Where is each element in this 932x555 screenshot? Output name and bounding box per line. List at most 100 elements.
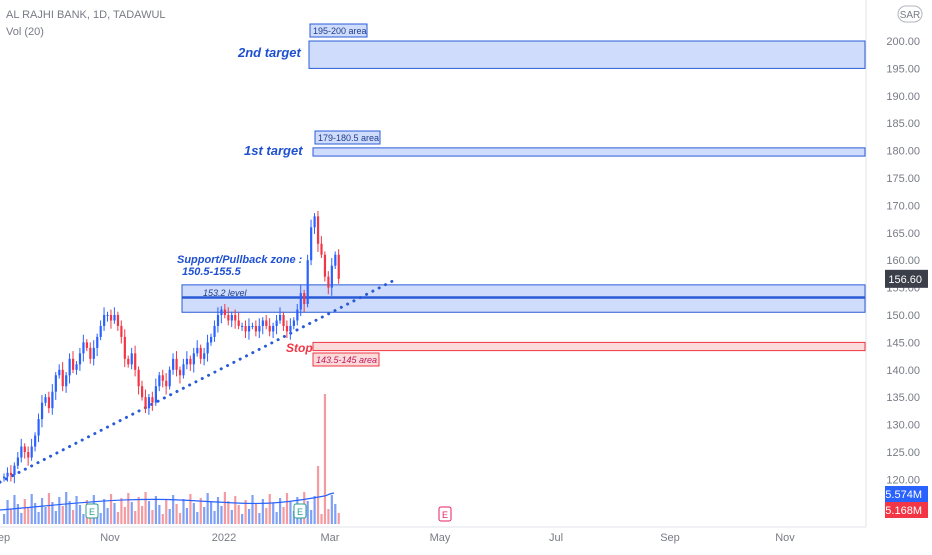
volume-bar (68, 501, 71, 524)
volume-bar (27, 508, 30, 524)
time-tick-label: ep (0, 532, 10, 544)
candle (92, 347, 95, 359)
candle (251, 325, 254, 327)
volume-bar (310, 510, 313, 524)
volume-bar (175, 504, 178, 524)
price-tick-label: 135.00 (886, 392, 920, 404)
candle (75, 364, 78, 370)
price-tick-label: 170.00 (886, 200, 920, 212)
volume-bar (258, 513, 261, 524)
price-tick-label: 160.00 (886, 255, 920, 267)
volume-bar (116, 512, 120, 524)
volume-bar (137, 497, 140, 524)
candle (106, 315, 109, 316)
candle (279, 315, 282, 321)
price-tick-label: 130.00 (886, 420, 920, 432)
volume-bar (265, 508, 268, 524)
current-price-tag (885, 269, 928, 288)
target1-box-label: 179-180.5 area (318, 133, 379, 143)
candle (282, 315, 285, 326)
volume-bar (223, 492, 226, 524)
volume-bar (289, 502, 292, 524)
volume-ma-line (0, 492, 335, 511)
candle (334, 254, 337, 266)
candle (254, 325, 258, 332)
volume-bar (196, 512, 199, 524)
candle (144, 397, 147, 409)
volume-bar (185, 508, 189, 524)
candle (192, 353, 195, 365)
volume-bar (330, 495, 333, 524)
candle (316, 216, 320, 244)
volume-bar (327, 509, 330, 524)
candle (237, 320, 240, 326)
price-tick-label: 120.00 (886, 474, 920, 486)
volume-bar (261, 499, 264, 524)
volume-bar (282, 507, 285, 524)
volume-bar (58, 497, 61, 524)
candle (9, 472, 13, 476)
candle (310, 227, 313, 261)
volume-bar (227, 501, 230, 524)
volume-bar (9, 509, 13, 524)
candle (244, 325, 247, 332)
candle (44, 397, 47, 403)
target2-label: 2nd target (237, 45, 302, 60)
volume-bar (123, 507, 126, 524)
candle (30, 446, 33, 458)
candle (168, 369, 171, 387)
volume-bar (147, 501, 151, 524)
candle (178, 369, 182, 376)
volume-bar (65, 492, 68, 524)
candle (147, 397, 151, 409)
candle (47, 397, 51, 409)
target1-label: 1st target (244, 143, 303, 158)
candle (58, 369, 61, 376)
volume-bar (106, 508, 109, 524)
candle (113, 315, 116, 321)
volume-bar (237, 505, 240, 524)
candle (241, 325, 244, 327)
volume-bar (279, 498, 282, 524)
earnings-marker-future (438, 506, 452, 522)
volume-bar (40, 498, 44, 524)
price-tick-label: 165.00 (886, 228, 920, 240)
volume-bar (313, 496, 316, 524)
candle (27, 452, 30, 458)
volume-bar (178, 513, 182, 524)
candle (6, 472, 9, 477)
volume-bar (3, 514, 6, 524)
support-level-label: 153.2 level (203, 288, 248, 298)
candle (306, 260, 309, 305)
volume-bar (165, 500, 168, 524)
volume-bar (151, 510, 154, 524)
candle (61, 369, 64, 387)
price-tick-label: 175.00 (886, 173, 920, 185)
volume-bar (47, 493, 51, 524)
price-tick-label: 200.00 (886, 36, 920, 48)
price-tick-label: 125.00 (886, 447, 920, 459)
price-tick-label: 180.00 (886, 146, 920, 158)
symbol-title: AL RAJHI BANK, 1D, TADAWUL (6, 9, 166, 21)
candle (37, 419, 40, 436)
volume-bar (141, 506, 144, 524)
volume-bar (247, 509, 251, 524)
price-tick-label: 195.00 (886, 63, 920, 75)
volume-bar (254, 504, 258, 524)
candle (182, 364, 185, 376)
volume-bar (206, 493, 209, 524)
candle (16, 457, 19, 466)
volume-ma-value: 5.574M (885, 489, 922, 501)
stop-label: Stop (286, 341, 313, 355)
candle (51, 391, 54, 409)
price-tick-label: 140.00 (886, 365, 920, 377)
candle (303, 293, 306, 305)
candle (3, 476, 6, 479)
volume-value: 5.168M (885, 505, 922, 517)
candle (103, 315, 106, 326)
price-tick-label: 145.00 (886, 337, 920, 349)
candle (265, 320, 268, 326)
candle (82, 342, 85, 354)
